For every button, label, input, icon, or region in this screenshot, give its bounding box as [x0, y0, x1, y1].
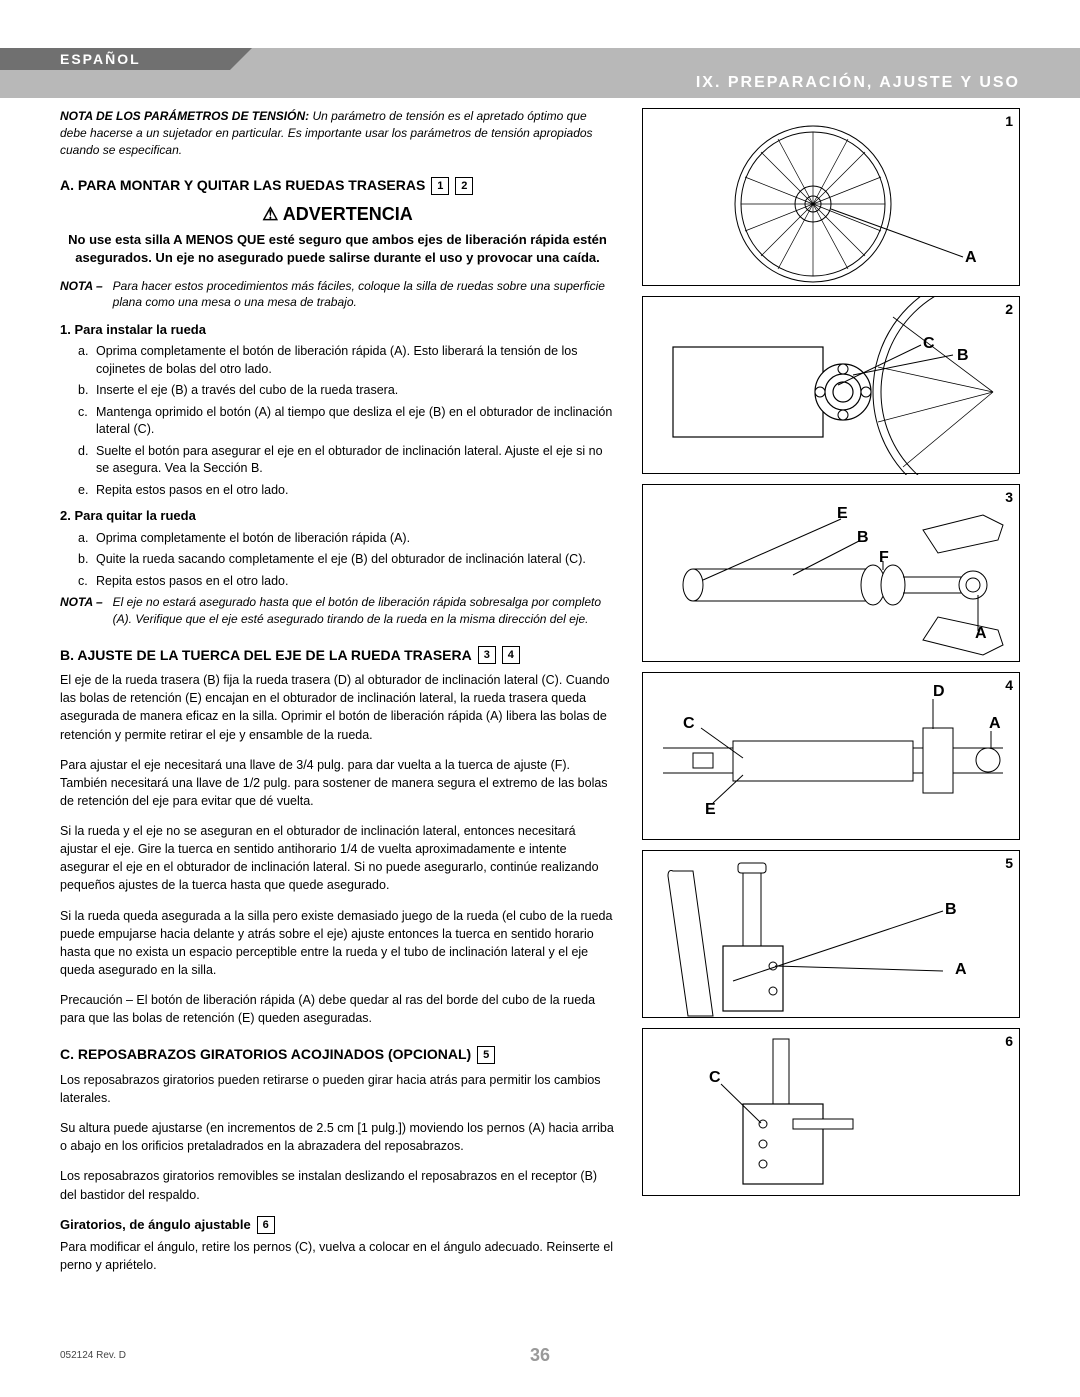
section-c-p1: Los reposabrazos giratorios pueden retir… [60, 1071, 615, 1107]
sub-a1-title: 1. Para instalar la rueda [60, 321, 615, 339]
figure-3: 3 E B F A [642, 484, 1020, 662]
figures-column: 1 A 2 [642, 108, 1020, 1206]
sub-a2-list: a.Oprima completamente el botón de liber… [60, 530, 615, 591]
figure-number: 3 [1005, 489, 1013, 505]
ref-box: 1 [431, 177, 449, 195]
ref-box: 6 [257, 1216, 275, 1234]
list-item: b.Inserte el eje (B) a través del cubo d… [78, 382, 615, 400]
figure-label: A [955, 961, 967, 979]
list-text: Quite la rueda sacando completamente el … [96, 552, 586, 566]
axle-diagram-icon [643, 485, 1021, 663]
sub-a1-list: a.Oprima completamente el botón de liber… [60, 343, 615, 499]
section-c-p2: Su altura puede ajustarse (en incremento… [60, 1119, 615, 1155]
nota-line: NOTA – Para hacer estos procedimientos m… [60, 278, 615, 312]
section-c-p4: Para modificar el ángulo, retire los per… [60, 1238, 615, 1274]
figure-label: F [879, 549, 889, 567]
section-b-p4: Si la rueda queda asegurada a la silla p… [60, 907, 615, 980]
section-c-title: C. REPOSABRAZOS GIRATORIOS ACOJINADOS (O… [60, 1045, 471, 1065]
section-b-title: B. AJUSTE DE LA TUERCA DEL EJE DE LA RUE… [60, 646, 472, 666]
figure-number: 1 [1005, 113, 1013, 129]
header-section-title: IX. PREPARACIÓN, AJUSTE Y USO [696, 74, 1020, 92]
list-text: Repita estos pasos en el otro lado. [96, 483, 288, 497]
header-language: ESPAÑOL [0, 48, 230, 70]
figure-label: C [923, 335, 935, 353]
nota-label: NOTA – [60, 278, 103, 312]
figure-6: 6 C [642, 1028, 1020, 1196]
list-text: Oprima completamente el botón de liberac… [96, 344, 578, 376]
figure-label: E [705, 801, 716, 819]
footer-page-number: 36 [530, 1345, 550, 1366]
figure-label: A [965, 249, 977, 267]
list-item: a.Oprima completamente el botón de liber… [78, 530, 615, 548]
figure-label: D [933, 683, 945, 701]
section-c-title-row: C. REPOSABRAZOS GIRATORIOS ACOJINADOS (O… [60, 1045, 615, 1065]
figure-number: 5 [1005, 855, 1013, 871]
ref-box: 5 [477, 1046, 495, 1064]
warning-title: ⚠ ADVERTENCIA [60, 202, 615, 227]
ref-box: 4 [502, 646, 520, 664]
list-text: Repita estos pasos en el otro lado. [96, 574, 288, 588]
figure-4: 4 D C A E [642, 672, 1020, 840]
figure-2: 2 C B [642, 296, 1020, 474]
header-bar: ESPAÑOL IX. PREPARACIÓN, AJUSTE Y USO [0, 48, 1080, 98]
nota-label: NOTA – [60, 594, 103, 628]
section-a-title: A. PARA MONTAR Y QUITAR LAS RUEDAS TRASE… [60, 176, 425, 196]
nota-text: El eje no estará asegurado hasta que el … [113, 594, 615, 628]
section-c-p3: Los reposabrazos giratorios removibles s… [60, 1167, 615, 1203]
figure-label: B [857, 529, 869, 547]
sub-a2-title: 2. Para quitar la rueda [60, 507, 615, 525]
warning-body: No use esta silla A MENOS QUE esté segur… [60, 231, 615, 267]
list-text: Suelte el botón para asegurar el eje en … [96, 444, 603, 476]
nota-line-2: NOTA – El eje no estará asegurado hasta … [60, 594, 615, 628]
figure-number: 2 [1005, 301, 1013, 317]
tension-note: NOTA DE LOS PARÁMETROS DE TENSIÓN: Un pa… [60, 108, 615, 158]
figure-1: 1 A [642, 108, 1020, 286]
list-text: Mantenga oprimido el botón (A) al tiempo… [96, 405, 612, 437]
list-item: b.Quite la rueda sacando completamente e… [78, 551, 615, 569]
figure-label: B [945, 901, 957, 919]
list-text: Inserte el eje (B) a través del cubo de … [96, 383, 398, 397]
footer-rev: 052124 Rev. D [60, 1350, 126, 1361]
figure-label: E [837, 505, 848, 523]
list-item: c.Mantenga oprimido el botón (A) al tiem… [78, 404, 615, 439]
list-text: Oprima completamente el botón de liberac… [96, 531, 410, 545]
section-c-sub-title: Giratorios, de ángulo ajustable [60, 1216, 251, 1234]
ref-box: 2 [455, 177, 473, 195]
armrest-angle-diagram-icon [643, 1029, 1021, 1197]
section-b-p5: Precaución – El botón de liberación rápi… [60, 991, 615, 1027]
figure-label: C [683, 715, 695, 733]
axle-side-diagram-icon [643, 673, 1021, 841]
hub-diagram-icon [643, 297, 1021, 475]
section-a-title-row: A. PARA MONTAR Y QUITAR LAS RUEDAS TRASE… [60, 176, 615, 196]
ref-box: 3 [478, 646, 496, 664]
section-b-title-row: B. AJUSTE DE LA TUERCA DEL EJE DE LA RUE… [60, 646, 615, 666]
tension-note-label: NOTA DE LOS PARÁMETROS DE TENSIÓN: [60, 109, 309, 123]
figure-5: 5 B A [642, 850, 1020, 1018]
section-b-p3: Si la rueda y el eje no se aseguran en e… [60, 822, 615, 895]
figure-label: B [957, 347, 969, 365]
list-item: e.Repita estos pasos en el otro lado. [78, 482, 615, 500]
section-b-p1: El eje de la rueda trasera (B) fija la r… [60, 671, 615, 744]
nota-text: Para hacer estos procedimientos más fáci… [113, 278, 615, 312]
section-b-p2: Para ajustar el eje necesitará una llave… [60, 756, 615, 810]
armrest-diagram-icon [643, 851, 1021, 1019]
figure-number: 6 [1005, 1033, 1013, 1049]
list-item: c.Repita estos pasos en el otro lado. [78, 573, 615, 591]
list-item: a.Oprima completamente el botón de liber… [78, 343, 615, 378]
figure-label: C [709, 1069, 721, 1087]
figure-label: A [975, 625, 987, 643]
footer: 052124 Rev. D 36 [60, 1350, 1020, 1361]
list-item: d.Suelte el botón para asegurar el eje e… [78, 443, 615, 478]
section-c-sub-row: Giratorios, de ángulo ajustable 6 [60, 1216, 615, 1234]
main-column: NOTA DE LOS PARÁMETROS DE TENSIÓN: Un pa… [60, 108, 615, 1286]
figure-label: A [989, 715, 1001, 733]
figure-number: 4 [1005, 677, 1013, 693]
